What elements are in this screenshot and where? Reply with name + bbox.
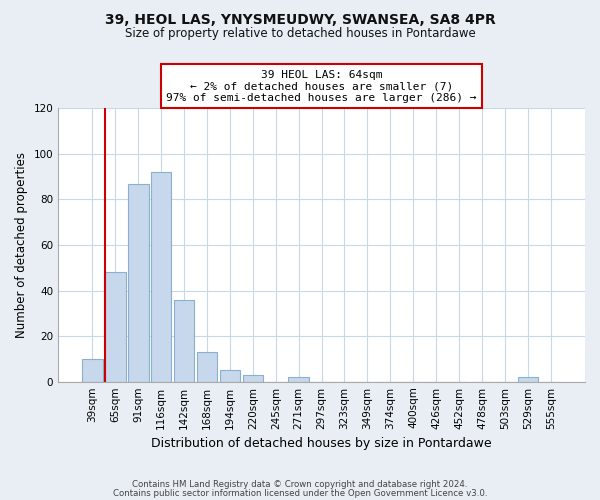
Bar: [197, 352, 217, 382]
Text: 39 HEOL LAS: 64sqm
← 2% of detached houses are smaller (7)
97% of semi-detached : 39 HEOL LAS: 64sqm ← 2% of detached hous…: [166, 70, 477, 103]
Y-axis label: Number of detached properties: Number of detached properties: [15, 152, 28, 338]
Text: 39, HEOL LAS, YNYSMEUDWY, SWANSEA, SA8 4PR: 39, HEOL LAS, YNYSMEUDWY, SWANSEA, SA8 4…: [104, 12, 496, 26]
Bar: [174, 300, 194, 382]
Bar: [105, 272, 125, 382]
Bar: [518, 377, 538, 382]
Text: Contains HM Land Registry data © Crown copyright and database right 2024.: Contains HM Land Registry data © Crown c…: [132, 480, 468, 489]
Bar: [82, 359, 103, 382]
Bar: [220, 370, 240, 382]
Bar: [289, 377, 309, 382]
Bar: [128, 184, 149, 382]
Text: Contains public sector information licensed under the Open Government Licence v3: Contains public sector information licen…: [113, 488, 487, 498]
X-axis label: Distribution of detached houses by size in Pontardawe: Distribution of detached houses by size …: [151, 437, 492, 450]
Text: Size of property relative to detached houses in Pontardawe: Size of property relative to detached ho…: [125, 28, 475, 40]
Bar: [242, 375, 263, 382]
Bar: [151, 172, 172, 382]
